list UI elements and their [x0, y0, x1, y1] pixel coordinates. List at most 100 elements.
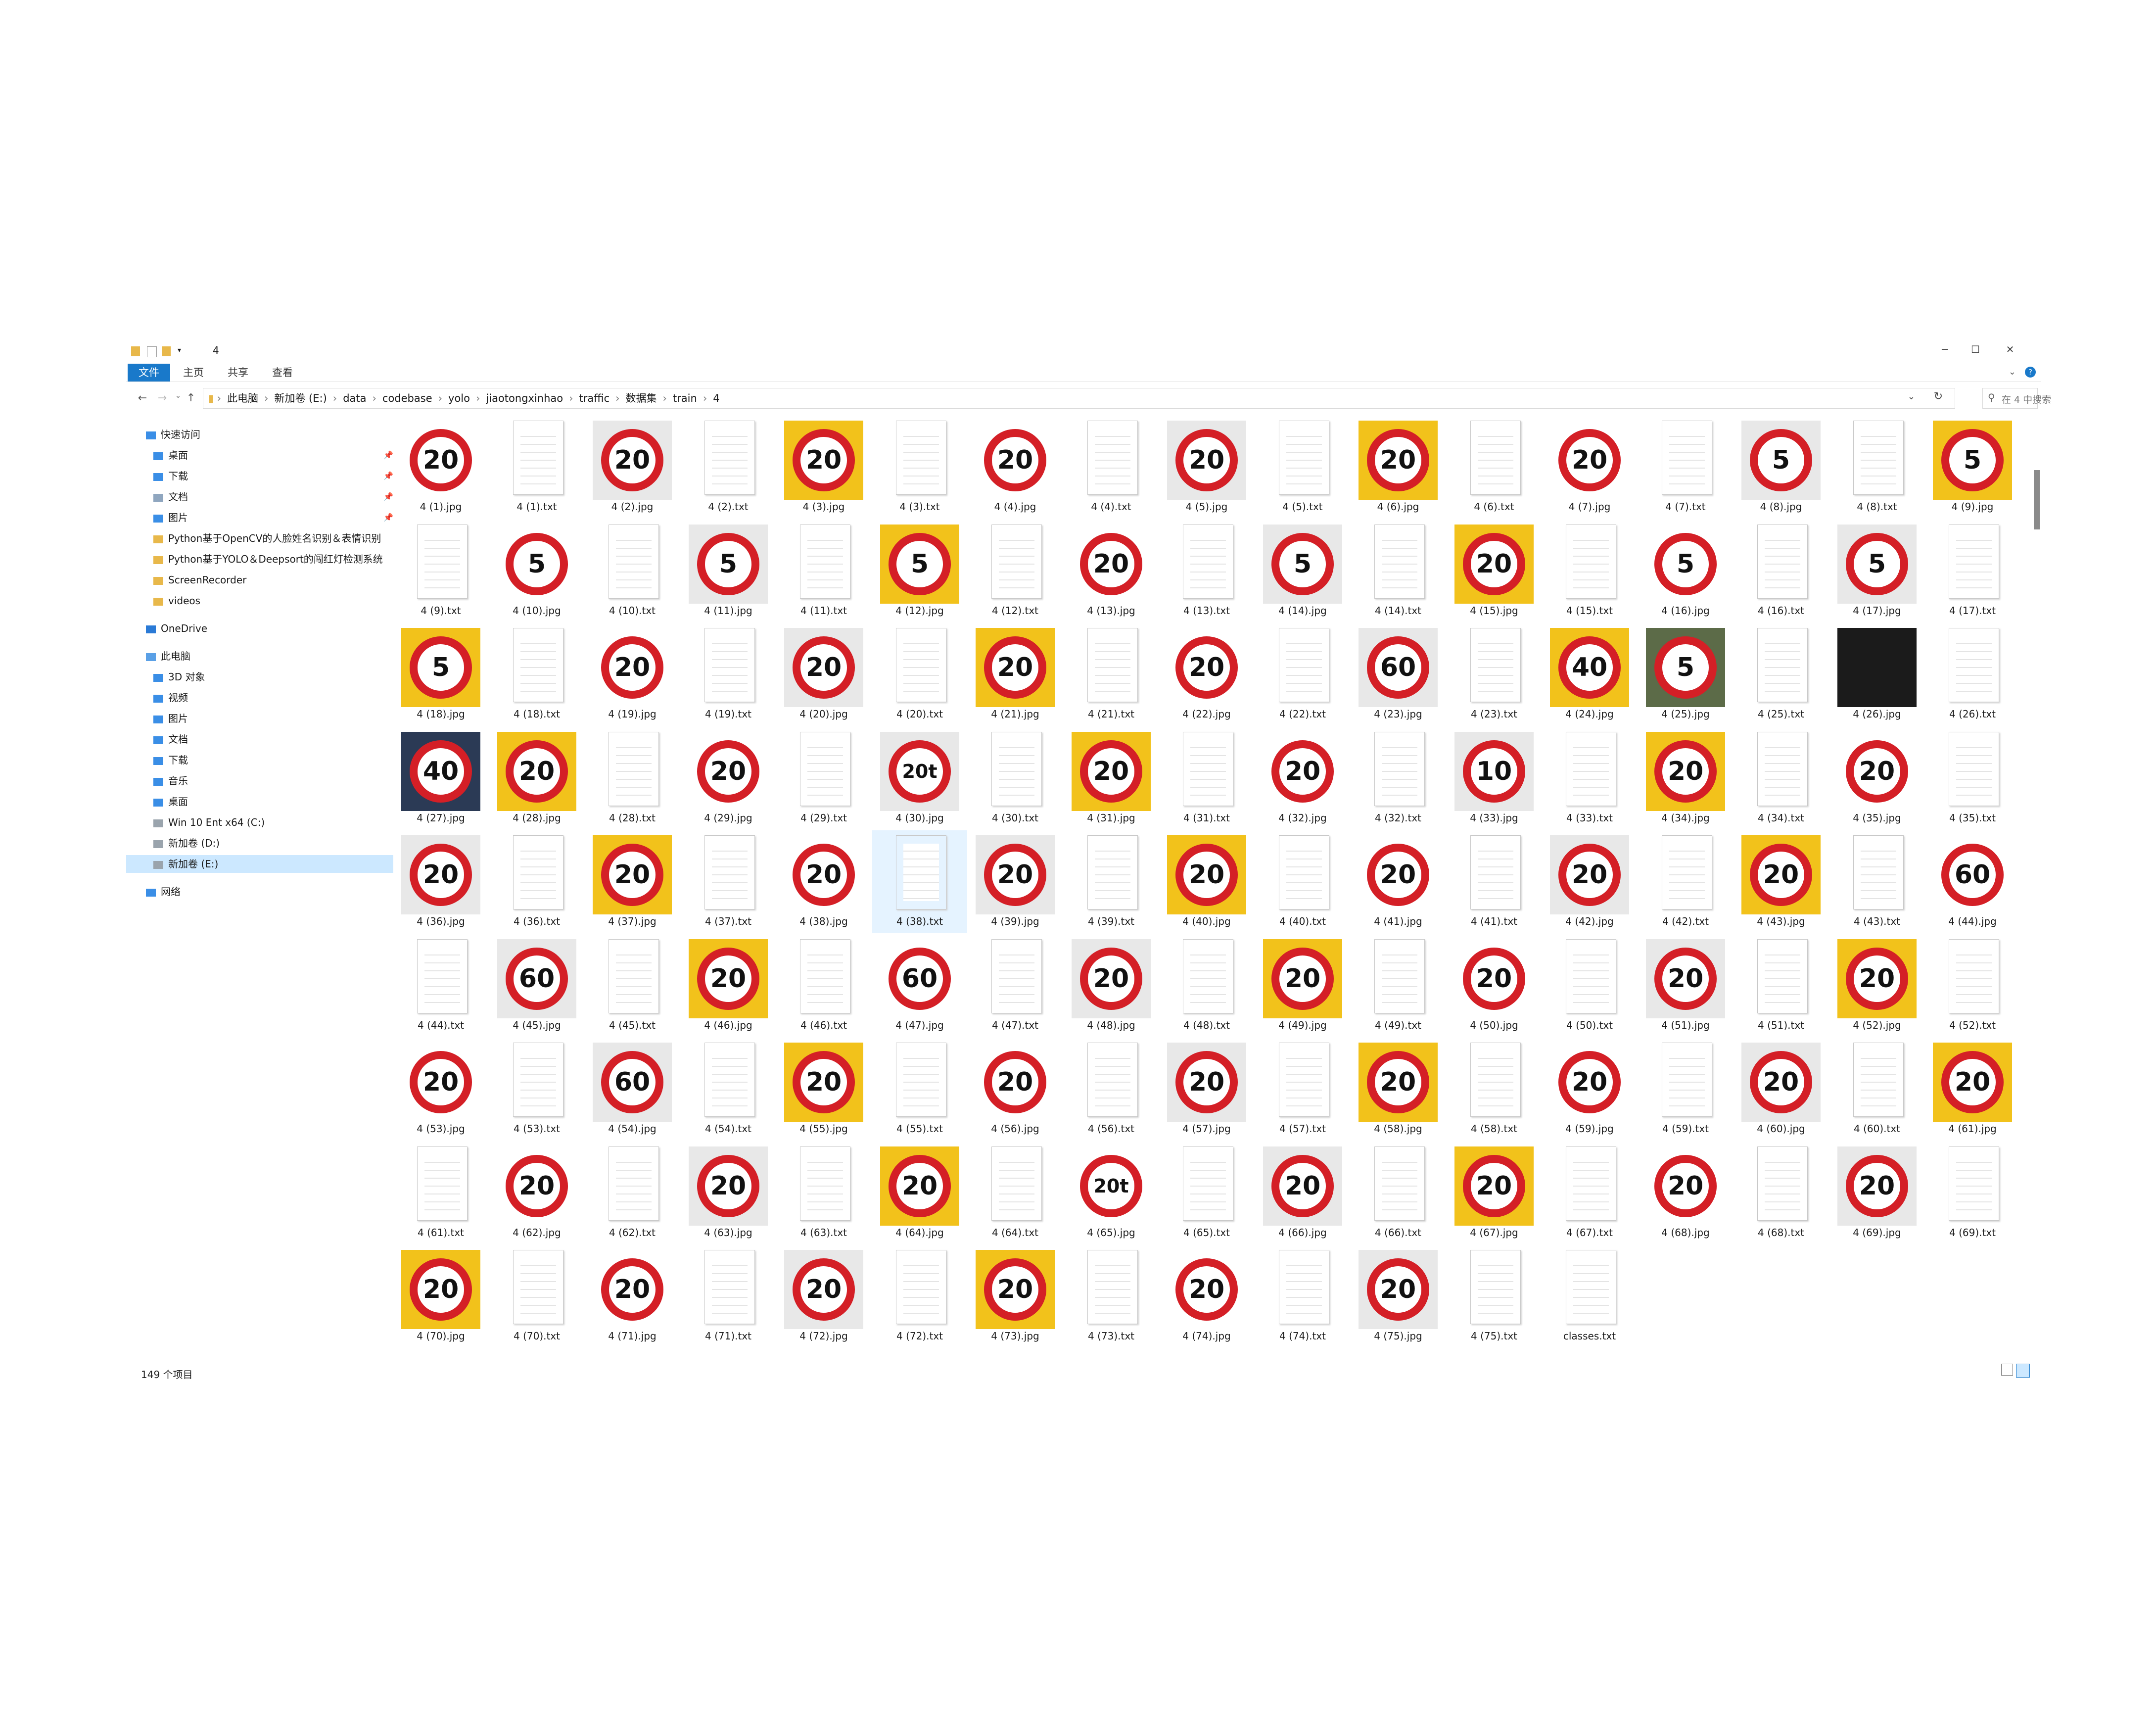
text-file-item[interactable]: 4 (63).txt: [776, 1142, 871, 1244]
text-file-item[interactable]: 4 (73).txt: [1064, 1245, 1159, 1348]
breadcrumb-item[interactable]: yolo: [448, 392, 470, 404]
nav-pc-item[interactable]: 视频: [126, 689, 393, 707]
text-file-item[interactable]: 4 (5).txt: [1255, 416, 1350, 519]
up-arrow-icon[interactable]: ↑: [186, 392, 196, 404]
text-file-item[interactable]: 4 (68).txt: [1734, 1142, 1828, 1244]
help-icon[interactable]: ?: [2025, 367, 2036, 378]
nav-pc-item[interactable]: 3D 对象: [126, 668, 393, 686]
nav-quick-item[interactable]: videos: [126, 592, 393, 610]
image-file-item[interactable]: 20 4 (46).jpg: [681, 934, 776, 1037]
text-file-item[interactable]: 4 (21).txt: [1064, 623, 1159, 726]
text-file-item[interactable]: 4 (25).txt: [1734, 623, 1828, 726]
image-file-item[interactable]: 20 4 (61).jpg: [1925, 1038, 2020, 1141]
text-file-item[interactable]: 4 (51).txt: [1734, 934, 1828, 1037]
text-file-item[interactable]: 4 (7).txt: [1638, 416, 1733, 519]
text-file-item[interactable]: 4 (75).txt: [1447, 1245, 1542, 1348]
image-file-item[interactable]: 20 4 (75).jpg: [1351, 1245, 1446, 1348]
image-file-item[interactable]: 5 4 (14).jpg: [1255, 520, 1350, 622]
text-file-item[interactable]: 4 (40).txt: [1255, 830, 1350, 933]
image-file-item[interactable]: 20 4 (64).jpg: [872, 1142, 967, 1244]
text-file-item[interactable]: 4 (61).txt: [393, 1142, 488, 1244]
image-file-item[interactable]: 20 4 (43).jpg: [1734, 830, 1828, 933]
customize-toolbar-icon[interactable]: ▾: [178, 346, 182, 354]
image-file-item[interactable]: 20 4 (19).jpg: [585, 623, 680, 726]
text-file-item[interactable]: 4 (66).txt: [1351, 1142, 1446, 1244]
image-file-item[interactable]: 20 4 (35).jpg: [1829, 727, 1924, 830]
text-file-item[interactable]: 4 (42).txt: [1638, 830, 1733, 933]
text-file-item[interactable]: 4 (56).txt: [1064, 1038, 1159, 1141]
address-bar[interactable]: ▮ › 此电脑 › 新加卷 (E:) › data › codebase › yolo › jiaoto…: [203, 388, 1955, 409]
image-file-item[interactable]: 20 4 (5).jpg: [1159, 416, 1254, 519]
scrollbar-thumb[interactable]: [2034, 470, 2040, 529]
image-file-item[interactable]: 20 4 (6).jpg: [1351, 416, 1446, 519]
expand-ribbon-icon[interactable]: ⌄: [2008, 367, 2016, 377]
nav-quick-item[interactable]: 下载: [126, 467, 393, 485]
text-file-item[interactable]: 4 (32).txt: [1351, 727, 1446, 830]
nav-pc-item[interactable]: Win 10 Ent x64 (C:): [126, 813, 393, 831]
breadcrumb-item[interactable]: 4: [713, 392, 720, 404]
text-file-item[interactable]: 4 (65).txt: [1159, 1142, 1254, 1244]
image-file-item[interactable]: 20 4 (69).jpg: [1829, 1142, 1924, 1244]
image-file-item[interactable]: 20 4 (28).jpg: [489, 727, 584, 830]
text-file-item[interactable]: 4 (12).txt: [968, 520, 1063, 622]
image-file-item[interactable]: 20 4 (72).jpg: [776, 1245, 871, 1348]
text-file-item[interactable]: 4 (15).txt: [1542, 520, 1637, 622]
image-file-item[interactable]: 40 4 (24).jpg: [1542, 623, 1637, 726]
breadcrumb-item[interactable]: codebase: [382, 392, 432, 404]
text-file-item[interactable]: 4 (72).txt: [872, 1245, 967, 1348]
image-file-item[interactable]: 20 4 (32).jpg: [1255, 727, 1350, 830]
nav-quick-item[interactable]: 桌面: [126, 446, 393, 464]
nav-pc-item[interactable]: 新加卷 (E:): [126, 855, 393, 873]
text-file-item[interactable]: 4 (69).txt: [1925, 1142, 2020, 1244]
image-file-item[interactable]: 20 4 (34).jpg: [1638, 727, 1733, 830]
minimize-button[interactable]: ─: [1941, 343, 1948, 355]
maximize-button[interactable]: ☐: [1971, 343, 1980, 355]
text-file-item[interactable]: 4 (45).txt: [585, 934, 680, 1037]
text-file-item[interactable]: 4 (6).txt: [1447, 416, 1542, 519]
text-file-item[interactable]: 4 (19).txt: [681, 623, 776, 726]
text-file-item[interactable]: 4 (39).txt: [1064, 830, 1159, 933]
details-view-icon[interactable]: [2001, 1364, 2013, 1376]
nav-pc-item[interactable]: 下载: [126, 751, 393, 769]
breadcrumb-item[interactable]: jiaotongxinhao: [486, 392, 563, 404]
text-file-item[interactable]: 4 (62).txt: [585, 1142, 680, 1244]
text-file-item[interactable]: 4 (59).txt: [1638, 1038, 1733, 1141]
text-file-item[interactable]: 4 (64).txt: [968, 1142, 1063, 1244]
text-file-item[interactable]: 4 (47).txt: [968, 934, 1063, 1037]
image-file-item[interactable]: 20 4 (36).jpg: [393, 830, 488, 933]
text-file-item[interactable]: 4 (36).txt: [489, 830, 584, 933]
image-file-item[interactable]: 20 4 (59).jpg: [1542, 1038, 1637, 1141]
text-file-item[interactable]: 4 (71).txt: [681, 1245, 776, 1348]
image-file-item[interactable]: 5 4 (8).jpg: [1734, 416, 1828, 519]
text-file-item[interactable]: 4 (50).txt: [1542, 934, 1637, 1037]
image-file-item[interactable]: 20 4 (63).jpg: [681, 1142, 776, 1244]
text-file-item[interactable]: 4 (49).txt: [1351, 934, 1446, 1037]
image-file-item[interactable]: 20 4 (50).jpg: [1447, 934, 1542, 1037]
text-file-item[interactable]: 4 (31).txt: [1159, 727, 1254, 830]
image-file-item[interactable]: 20 4 (15).jpg: [1447, 520, 1542, 622]
image-file-item[interactable]: 60 4 (44).jpg: [1925, 830, 2020, 933]
image-file-item[interactable]: 20 4 (53).jpg: [393, 1038, 488, 1141]
image-file-item[interactable]: 20 4 (57).jpg: [1159, 1038, 1254, 1141]
text-file-item[interactable]: 4 (28).txt: [585, 727, 680, 830]
image-file-item[interactable]: 20 4 (52).jpg: [1829, 934, 1924, 1037]
image-file-item[interactable]: 5 4 (9).jpg: [1925, 416, 2020, 519]
image-file-item[interactable]: 60 4 (23).jpg: [1351, 623, 1446, 726]
text-file-item[interactable]: 4 (33).txt: [1542, 727, 1637, 830]
image-file-item[interactable]: 5 4 (18).jpg: [393, 623, 488, 726]
text-file-item[interactable]: 4 (20).txt: [872, 623, 967, 726]
recent-locations-icon[interactable]: ⌄: [175, 392, 181, 400]
text-file-item[interactable]: 4 (58).txt: [1447, 1038, 1542, 1141]
image-file-item[interactable]: 20 4 (74).jpg: [1159, 1245, 1254, 1348]
text-file-item[interactable]: 4 (67).txt: [1542, 1142, 1637, 1244]
text-file-item[interactable]: 4 (10).txt: [585, 520, 680, 622]
nav-quick-access[interactable]: 快速访问: [126, 426, 393, 443]
image-file-item[interactable]: 20 4 (73).jpg: [968, 1245, 1063, 1348]
text-file-item[interactable]: 4 (38).txt: [872, 830, 967, 933]
nav-quick-item[interactable]: 文档: [126, 488, 393, 506]
image-file-item[interactable]: 4 (26).jpg: [1829, 623, 1924, 726]
image-file-item[interactable]: 20 4 (39).jpg: [968, 830, 1063, 933]
text-file-item[interactable]: 4 (4).txt: [1064, 416, 1159, 519]
image-file-item[interactable]: 20 4 (2).jpg: [585, 416, 680, 519]
text-file-item[interactable]: 4 (2).txt: [681, 416, 776, 519]
